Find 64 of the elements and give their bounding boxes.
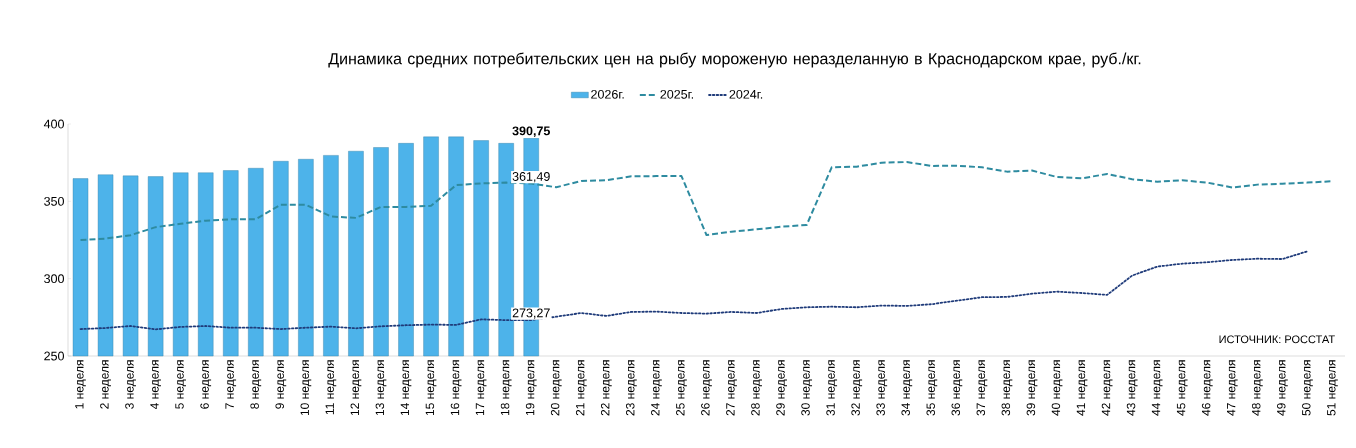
x-tick-label: 6 неделя xyxy=(200,360,212,409)
y-tick-label: 350 xyxy=(44,196,64,206)
x-tick-label: 10 неделя xyxy=(300,360,312,416)
x-tick-label: 11 неделя xyxy=(325,360,337,415)
x-tick-label: 30 неделя xyxy=(801,360,813,416)
x-tick-label: 44 неделя xyxy=(1151,360,1163,416)
x-tick-label: 5 неделя xyxy=(175,360,186,409)
x-tick-label: 20 неделя xyxy=(550,360,562,416)
x-tick-label: 19 неделя xyxy=(525,360,537,416)
x-tick-label: 34 неделя xyxy=(901,360,913,416)
x-tick-label: 22 неделя xyxy=(600,360,612,416)
x-tick-label: 16 неделя xyxy=(450,360,462,416)
annotation: ИСТОЧНИК: РОССТАТ xyxy=(1219,335,1335,344)
x-tick-label: 4 неделя xyxy=(150,360,161,410)
x-tick-label: 41 неделя xyxy=(1076,360,1088,416)
x-tick-label: 9 неделя xyxy=(275,360,287,409)
data-label: 390,75 xyxy=(512,126,550,138)
x-tick-label: 18 неделя xyxy=(500,360,512,416)
x-tick-label: 26 неделя xyxy=(701,360,712,416)
x-tick-label: 37 неделя xyxy=(976,360,988,416)
x-tick-label: 33 неделя xyxy=(876,360,888,416)
x-tick-label: 49 неделя xyxy=(1277,360,1288,416)
x-tick-label: 24 неделя xyxy=(651,360,662,416)
x-tick-label: 8 неделя xyxy=(250,360,262,409)
x-tick-label: 46 неделя xyxy=(1201,360,1213,416)
x-tick-label: 21 неделя xyxy=(575,360,587,416)
x-tick-label: 35 неделя xyxy=(926,360,938,416)
x-tick-label: 38 неделя xyxy=(1001,360,1013,416)
x-tick-label: 31 неделя xyxy=(826,360,838,416)
x-tick-label: 3 неделя xyxy=(125,360,136,409)
x-tick-label: 27 неделя xyxy=(726,360,737,416)
x-tick-label: 2 неделя xyxy=(100,360,111,409)
y-tick-label: 300 xyxy=(44,274,64,284)
legend-label: 2025г. xyxy=(660,89,693,99)
y-tick-label: 250 xyxy=(44,351,64,361)
x-tick-label: 51 неделя xyxy=(1327,360,1338,416)
x-tick-label: 17 неделя xyxy=(475,360,487,416)
x-tick-label: 28 неделя xyxy=(751,360,762,416)
y-tick-label: 400 xyxy=(43,119,64,129)
x-tick-label: 13 неделя xyxy=(375,360,387,416)
x-tick-label: 25 неделя xyxy=(676,360,687,416)
x-tick-label: 47 неделя xyxy=(1227,360,1238,416)
legend-label: 2024г. xyxy=(729,89,763,99)
x-tick-label: 39 неделя xyxy=(1026,360,1038,416)
x-tick-label: 32 неделя xyxy=(851,360,863,416)
legend-label: 2026г. xyxy=(591,89,624,99)
x-tick-label: 7 неделя xyxy=(225,360,237,409)
x-tick-label: 45 неделя xyxy=(1176,360,1188,416)
x-tick-label: 14 неделя xyxy=(400,360,412,416)
x-tick-label: 1 неделя xyxy=(75,360,86,409)
chart-title: Динамика средних потребительских цен на рыбу мороженую неразделанную в Краснодарском крае, руб./кг. xyxy=(328,52,1141,68)
line-series xyxy=(79,250,1309,331)
x-tick-label: 40 неделя xyxy=(1051,360,1063,416)
data-label: 273,27 xyxy=(512,308,550,319)
x-tick-label: 29 неделя xyxy=(776,360,787,416)
x-tick-label: 15 неделя xyxy=(425,360,437,416)
x-tick-label: 36 неделя xyxy=(951,360,963,416)
x-tick-label: 12 неделя xyxy=(350,360,362,416)
x-tick-label: 23 неделя xyxy=(626,360,637,416)
x-tick-label: 50 неделя xyxy=(1302,360,1313,416)
x-tick-label: 48 неделя xyxy=(1251,360,1263,416)
x-tick-label: 42 неделя xyxy=(1101,360,1113,416)
data-label: 361,49 xyxy=(512,172,550,183)
x-tick-label: 43 неделя xyxy=(1126,360,1138,416)
